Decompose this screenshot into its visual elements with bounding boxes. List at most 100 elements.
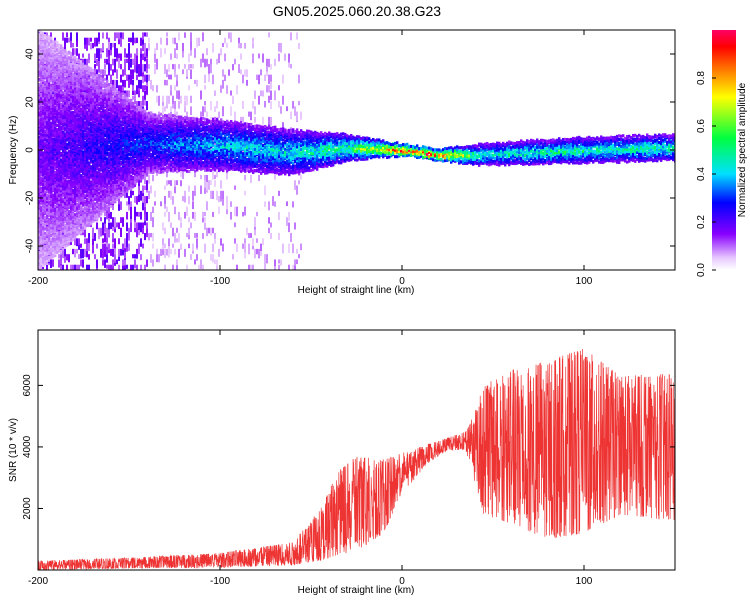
heatmap-cell [118,32,120,39]
heatmap-cell [98,228,100,234]
heatmap-cell [62,32,64,40]
figure: GN05.2025.060.20.38.G23 -200 -100 0 100 -40… [0,0,750,600]
heatmap-cell [116,270,118,279]
heatmap-cell [76,32,78,40]
heatmap-cell [112,244,114,249]
heatmap-cell [84,249,86,257]
heatmap-cell [60,270,62,278]
heatmap-cell [116,48,118,57]
heatmap-cell [112,43,114,47]
heatmap-cell [114,217,116,227]
heatmap-cell [116,222,118,227]
heatmap-cell [96,48,98,58]
heatmap-cell [106,32,108,39]
heatmap-cell [102,69,104,74]
heatmap-cell [64,43,66,50]
heatmap-cell [106,59,108,65]
heatmap-cell [80,270,82,277]
heatmap-cell [50,259,52,268]
heatmap-cell [96,218,98,221]
heatmap-cell [104,64,106,69]
heatmap-cell [104,59,106,64]
heatmap-cell [102,32,104,38]
heatmap-cell [106,254,108,263]
heatmap-cell [114,270,116,277]
heatmap-cell [104,69,106,76]
heatmap-cell [104,222,106,231]
heatmap-cell [112,259,114,266]
heatmap-cell [86,270,88,277]
heatmap-cell [60,265,62,270]
heatmap-cell [102,259,104,265]
heatmap-cell [66,32,68,37]
heatmap-cell [50,270,52,279]
heatmap-cell [80,259,82,266]
heatmap-cell [92,228,94,235]
heatmap-cell [86,238,88,243]
heatmap-cell [82,54,84,58]
heatmap-cell [46,265,48,273]
heatmap-cell [96,259,98,268]
heatmap-cell [98,32,100,41]
heatmap-cell [116,69,118,78]
heatmap-cell [94,233,96,241]
heatmap-cell [96,59,98,66]
heatmap-cell [66,38,68,43]
heatmap-cell [110,43,112,50]
heatmap-cell [112,233,114,239]
heatmap-cell [102,238,104,243]
heatmap-cell [106,228,108,238]
heatmap-cell [110,249,112,256]
heatmap-cell [70,265,72,274]
heatmap-cell [80,249,82,259]
heatmap-cell [86,38,88,44]
heatmap-cell [88,233,90,242]
heatmap-cell [112,249,114,257]
figure-title: GN05.2025.060.20.38.G23 [273,3,441,19]
heatmap-cell [108,38,110,43]
heatmap-cell [108,43,110,50]
heatmap-cell [116,259,118,264]
heatmap-cell [92,238,94,245]
heatmap-cell [98,48,100,57]
heatmap-cell [74,48,76,54]
heatmap-cell [118,265,120,270]
heatmap-cell [108,222,110,229]
heatmap-cell [44,270,46,275]
heatmap-cell [72,265,74,273]
heatmap-cell [98,64,100,73]
heatmap-cell [96,38,98,47]
heatmap-cell [86,265,88,274]
heatmap-cell [106,80,108,83]
heatmap-cell [82,249,84,258]
heatmap-cell [110,222,112,229]
heatmap-cell [102,43,104,51]
heatmap-cell [106,48,108,57]
heatmap-cell [118,222,120,229]
heatmap-cell [68,38,70,43]
heatmap-cell [112,59,114,66]
heatmap-cell [88,38,90,46]
heatmap-cell [100,69,102,74]
heatmap-cell [110,212,112,219]
heatmap-cell [114,254,116,263]
heatmap-cell [100,54,102,59]
heatmap-cell [66,254,68,260]
heatmap-cell [102,222,104,228]
heatmap-cell [94,64,96,69]
heatmap-cell [64,249,66,257]
heatmap-cell [112,80,114,85]
heatmap-cell [108,207,110,214]
heatmap-cell [114,32,116,41]
heatmap-cell [106,270,108,278]
heatmap-cell [102,228,104,236]
heatmap-cell [108,265,110,272]
heatmap-cell [98,233,100,239]
heatmap-cell [114,80,116,88]
heatmap-cell [74,265,76,272]
heatmap-cell [104,233,106,242]
heatmap-cell [76,238,78,246]
heatmap-cell [86,244,88,252]
heatmap-cell [94,254,96,259]
